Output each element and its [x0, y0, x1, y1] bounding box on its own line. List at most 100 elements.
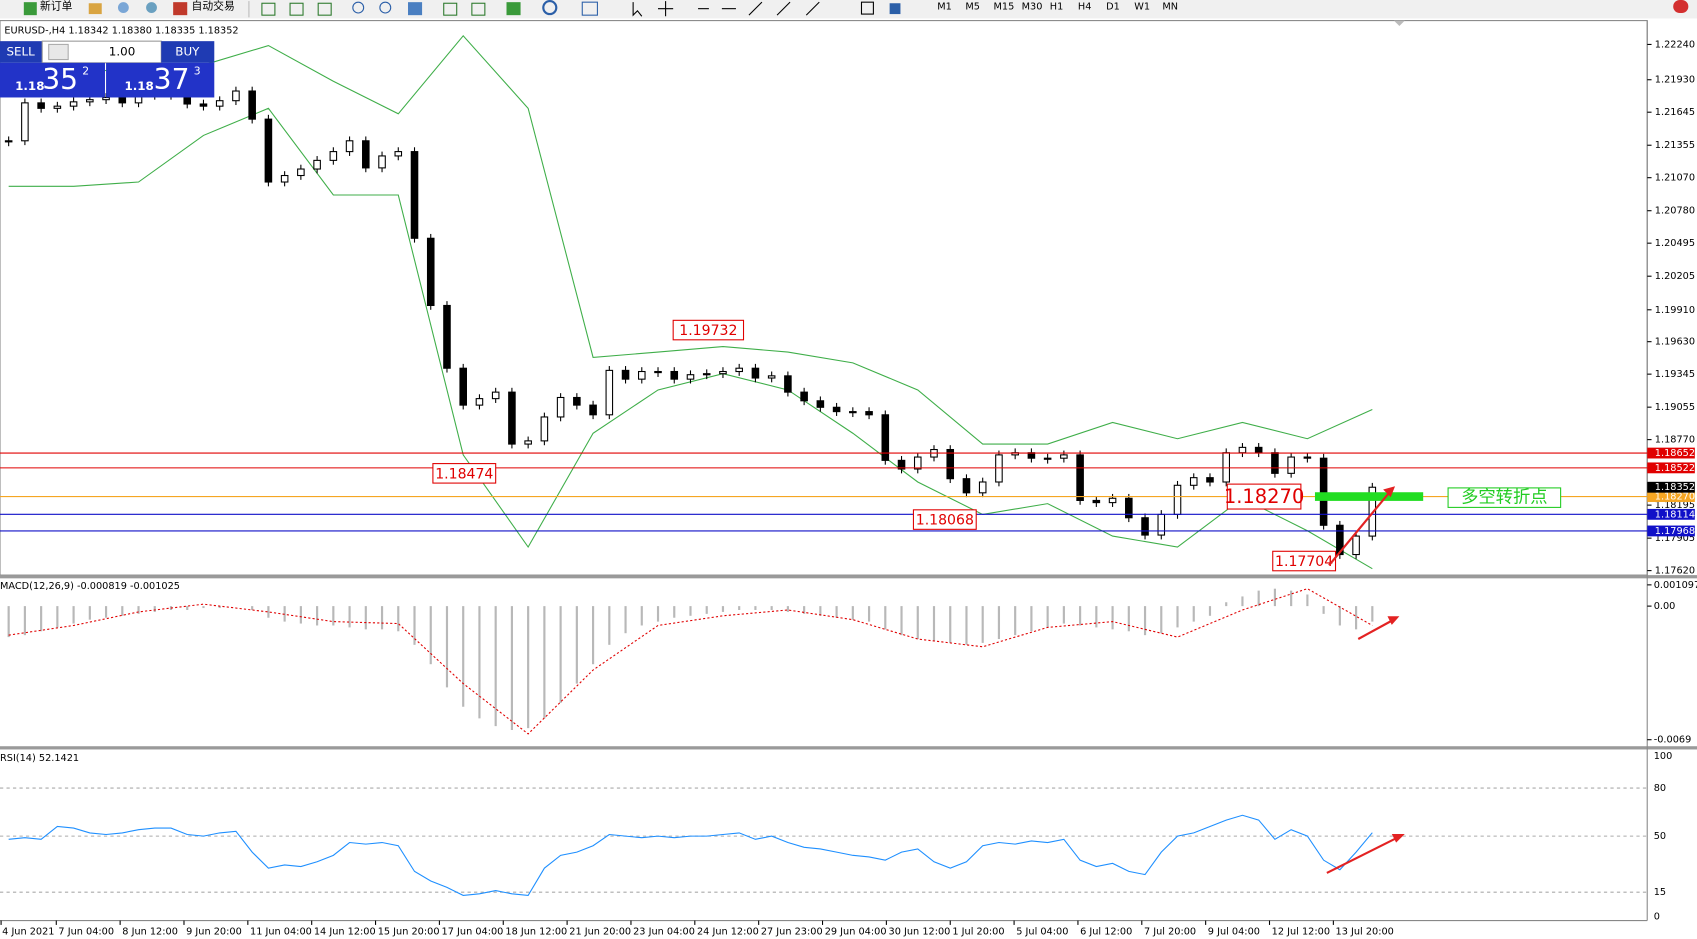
red-arrow-head	[1387, 616, 1400, 625]
new-order-button[interactable]: 新订单	[40, 0, 73, 13]
bid-pips: 35	[42, 63, 78, 96]
x-tick-label: 1 Jul 20:00	[952, 926, 1004, 937]
candle	[751, 367, 760, 379]
bid-prefix: 1.18	[15, 79, 44, 93]
pane-separator	[0, 746, 1697, 750]
ask-fraction: 3	[194, 64, 201, 77]
candle	[459, 367, 467, 406]
price-callout-box	[1272, 550, 1337, 572]
red-arrow	[1357, 618, 1395, 640]
candle	[345, 140, 354, 153]
candle	[719, 370, 727, 375]
timeframe-button[interactable]: H4	[1078, 1, 1092, 12]
tool-icon[interactable]	[408, 2, 423, 16]
timeframe-button[interactable]: M5	[965, 1, 980, 12]
zoom-out[interactable]	[379, 1, 392, 14]
y-tick-label: 1.17905	[1655, 533, 1695, 544]
periods-icon[interactable]	[542, 0, 558, 16]
rsi-pane	[0, 787, 1648, 896]
indicators-icon[interactable]	[506, 2, 521, 16]
candle	[86, 99, 94, 103]
timeframe-button[interactable]: M30	[1022, 1, 1043, 12]
buy-label[interactable]: BUY	[175, 44, 200, 58]
x-tick-label: 21 Jun 20:00	[569, 926, 631, 937]
red-arrow-head	[1391, 833, 1405, 843]
candle	[280, 174, 289, 183]
candle	[1287, 456, 1295, 474]
zoom-in[interactable]	[352, 1, 365, 14]
price-level-label: 1.18522	[1655, 463, 1695, 474]
timeframe-button[interactable]: W1	[1134, 1, 1150, 12]
tool-icon[interactable]	[776, 1, 791, 16]
tool-icon[interactable]	[471, 2, 486, 16]
candle	[475, 398, 484, 406]
y-tick-label: 1.19345	[1655, 369, 1695, 380]
tool-icon[interactable]	[805, 1, 820, 16]
arrow-icon[interactable]	[889, 3, 901, 15]
candle	[1189, 477, 1198, 486]
x-tick-label: 6 Jul 12:00	[1080, 926, 1132, 937]
tool-icon[interactable]	[117, 2, 129, 13]
tool-icon[interactable]	[88, 3, 102, 15]
candle	[491, 391, 500, 400]
candle	[394, 151, 403, 157]
candle	[524, 440, 532, 445]
pane-separator	[0, 575, 1697, 579]
tool-icon[interactable]	[289, 2, 304, 16]
red-arrow	[1326, 836, 1399, 874]
alert-icon[interactable]	[1673, 0, 1689, 13]
y-tick-label: 1.21070	[1655, 173, 1695, 184]
x-tick-label: 11 Jun 04:00	[250, 926, 312, 937]
new-order-icon[interactable]	[23, 2, 37, 16]
cursor-icon[interactable]	[632, 2, 643, 17]
price-callout-box	[1226, 483, 1302, 510]
candle	[735, 367, 743, 373]
price-callout: 1.19732	[679, 323, 737, 339]
crosshair-icon[interactable]	[658, 1, 674, 17]
candle	[118, 96, 127, 104]
y-tick-label: 1.19910	[1655, 305, 1695, 316]
timeframe-button[interactable]: M1	[937, 1, 952, 12]
trendline-icon[interactable]	[748, 1, 763, 16]
lots-spinner[interactable]	[48, 43, 69, 61]
ask-box[interactable]	[106, 62, 215, 98]
candle	[816, 400, 825, 408]
bid-box[interactable]	[0, 62, 105, 98]
templates-icon[interactable]	[581, 1, 598, 16]
toolbar-bg	[0, 0, 1697, 19]
tool-icon[interactable]	[317, 2, 332, 16]
textlabel-icon[interactable]	[860, 1, 874, 15]
timeframe-button[interactable]: D1	[1106, 1, 1120, 12]
y-tick-label: 1.21645	[1655, 107, 1695, 118]
price-callout: 1.18270	[1224, 485, 1304, 508]
candle	[313, 159, 321, 170]
tool-icon[interactable]	[261, 2, 276, 16]
candle	[1125, 497, 1133, 519]
tool-icon[interactable]	[146, 2, 157, 13]
sell-label[interactable]: SELL	[6, 44, 35, 58]
candle	[248, 90, 256, 120]
timeframe-button[interactable]: MN	[1162, 1, 1178, 12]
candle	[1060, 454, 1068, 459]
y-tick-label: 1.20495	[1655, 238, 1695, 249]
candle	[621, 369, 630, 380]
turning-point-bar	[1314, 492, 1424, 501]
sell-button[interactable]	[0, 41, 43, 63]
candle	[1352, 535, 1360, 556]
tool-icon[interactable]	[443, 2, 458, 16]
auto-trading-button[interactable]: 自动交易	[192, 0, 235, 13]
x-tick-label: 7 Jul 20:00	[1144, 926, 1196, 937]
x-tick-label: 13 Jul 20:00	[1336, 926, 1394, 937]
macd-pane	[7, 588, 1374, 735]
timeframe-button[interactable]: M15	[994, 1, 1015, 12]
y-tick-label: 100	[1654, 751, 1673, 762]
timeframe-button[interactable]: H1	[1050, 1, 1064, 12]
y-tick-label: 1.21930	[1655, 75, 1695, 86]
candle	[1173, 484, 1182, 515]
price-callout-box	[912, 509, 977, 530]
auto-trading-icon[interactable]	[173, 2, 188, 16]
candle	[654, 370, 662, 374]
buy-button[interactable]	[161, 41, 215, 63]
lots-value[interactable]: 1.00	[109, 44, 135, 58]
